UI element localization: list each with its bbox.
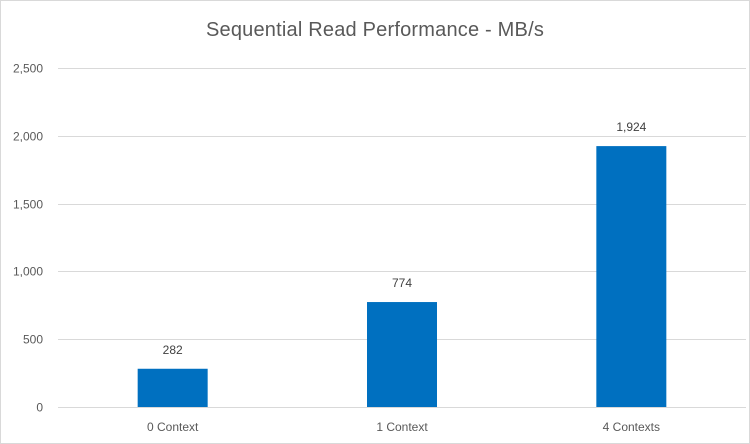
y-tick-label: 0 — [36, 401, 43, 415]
bar — [367, 302, 437, 407]
y-tick-label: 2,000 — [13, 130, 43, 144]
data-label: 1,924 — [616, 120, 646, 134]
y-tick-label: 1,500 — [13, 198, 43, 212]
bar — [596, 146, 667, 408]
x-category-label: 4 Contexts — [603, 420, 660, 434]
x-category-label: 0 Context — [147, 420, 199, 434]
y-tick-label: 1,000 — [13, 265, 43, 279]
data-label: 282 — [163, 343, 183, 357]
x-category-label: 1 Context — [376, 420, 428, 434]
bar — [137, 368, 208, 407]
data-label: 774 — [392, 276, 412, 290]
y-tick-label: 2,500 — [13, 62, 43, 76]
y-tick-label: 500 — [23, 333, 43, 347]
chart-title: Sequential Read Performance - MB/s — [205, 19, 545, 41]
